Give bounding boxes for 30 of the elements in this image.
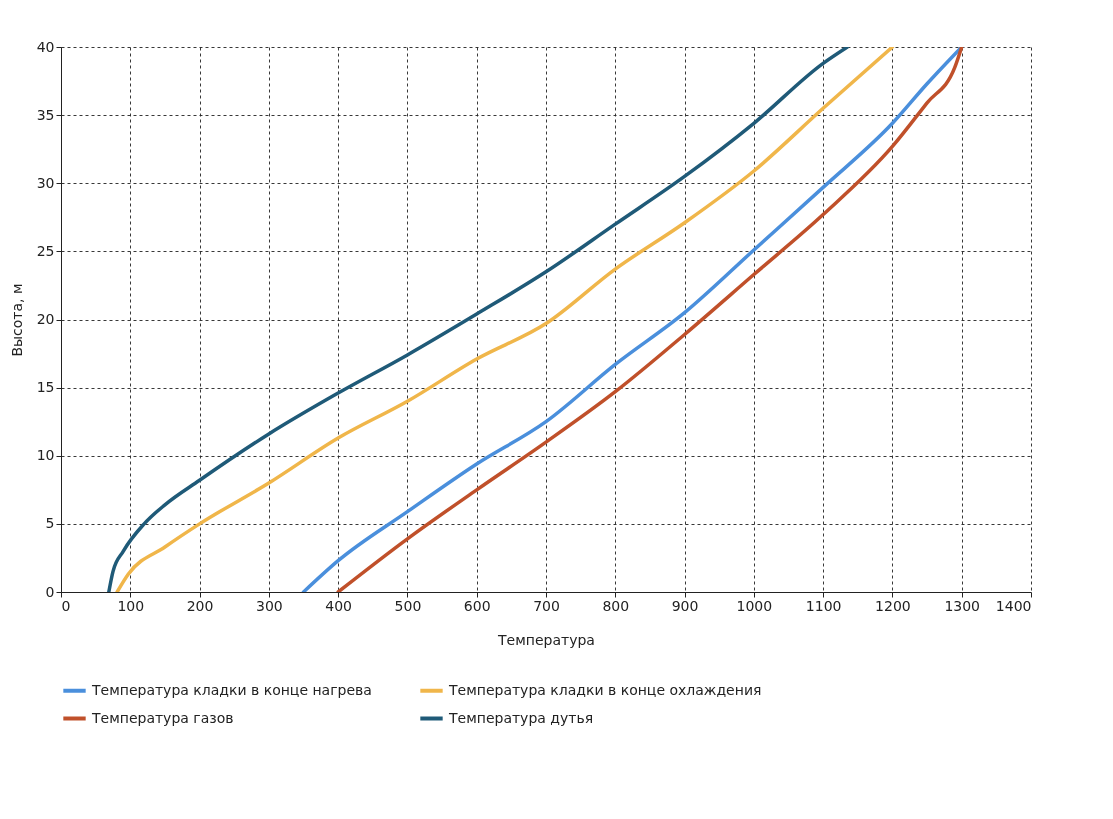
legend-label: Температура кладки в конце охлаждения bbox=[448, 681, 762, 698]
x-tick-label: 300 bbox=[255, 597, 283, 614]
x-tick-label: 400 bbox=[325, 597, 353, 614]
x-tick-label: 1000 bbox=[736, 597, 773, 614]
y-tick-label: 5 bbox=[45, 515, 55, 532]
y-tick-label: 30 bbox=[36, 174, 55, 191]
y-tick-label: 15 bbox=[36, 379, 55, 396]
x-tick-label: 1300 bbox=[944, 597, 981, 614]
y-tick-label: 20 bbox=[36, 311, 55, 327]
y-tick-label: 0 bbox=[45, 583, 55, 600]
legend-label: Температура кладки в конце нагрева bbox=[91, 681, 372, 698]
x-tick-label: 800 bbox=[602, 597, 630, 614]
legend-label: Температура дутья bbox=[448, 709, 594, 726]
y-tick-label: 40 bbox=[36, 38, 55, 55]
x-tick-label: 0 bbox=[61, 597, 71, 614]
x-tick-label: 1100 bbox=[805, 597, 842, 614]
x-tick-label: 1400 bbox=[995, 597, 1032, 614]
x-tick-label: 200 bbox=[186, 597, 214, 614]
x-tick-label: 900 bbox=[671, 597, 699, 614]
x-tick-label: 500 bbox=[394, 597, 422, 614]
x-tick-label: 100 bbox=[117, 597, 145, 614]
y-tick-label: 35 bbox=[36, 106, 55, 123]
x-tick-label: 1200 bbox=[875, 597, 911, 614]
x-tick-label: 600 bbox=[463, 597, 491, 614]
x-tick-label: 700 bbox=[533, 597, 560, 614]
y-axis-title: Высота, м bbox=[8, 283, 25, 357]
y-tick-label: 10 bbox=[36, 447, 55, 464]
legend-label: Температура газов bbox=[91, 709, 234, 726]
y-tick-label: 25 bbox=[36, 242, 55, 259]
x-axis-title: Температура bbox=[497, 631, 595, 648]
